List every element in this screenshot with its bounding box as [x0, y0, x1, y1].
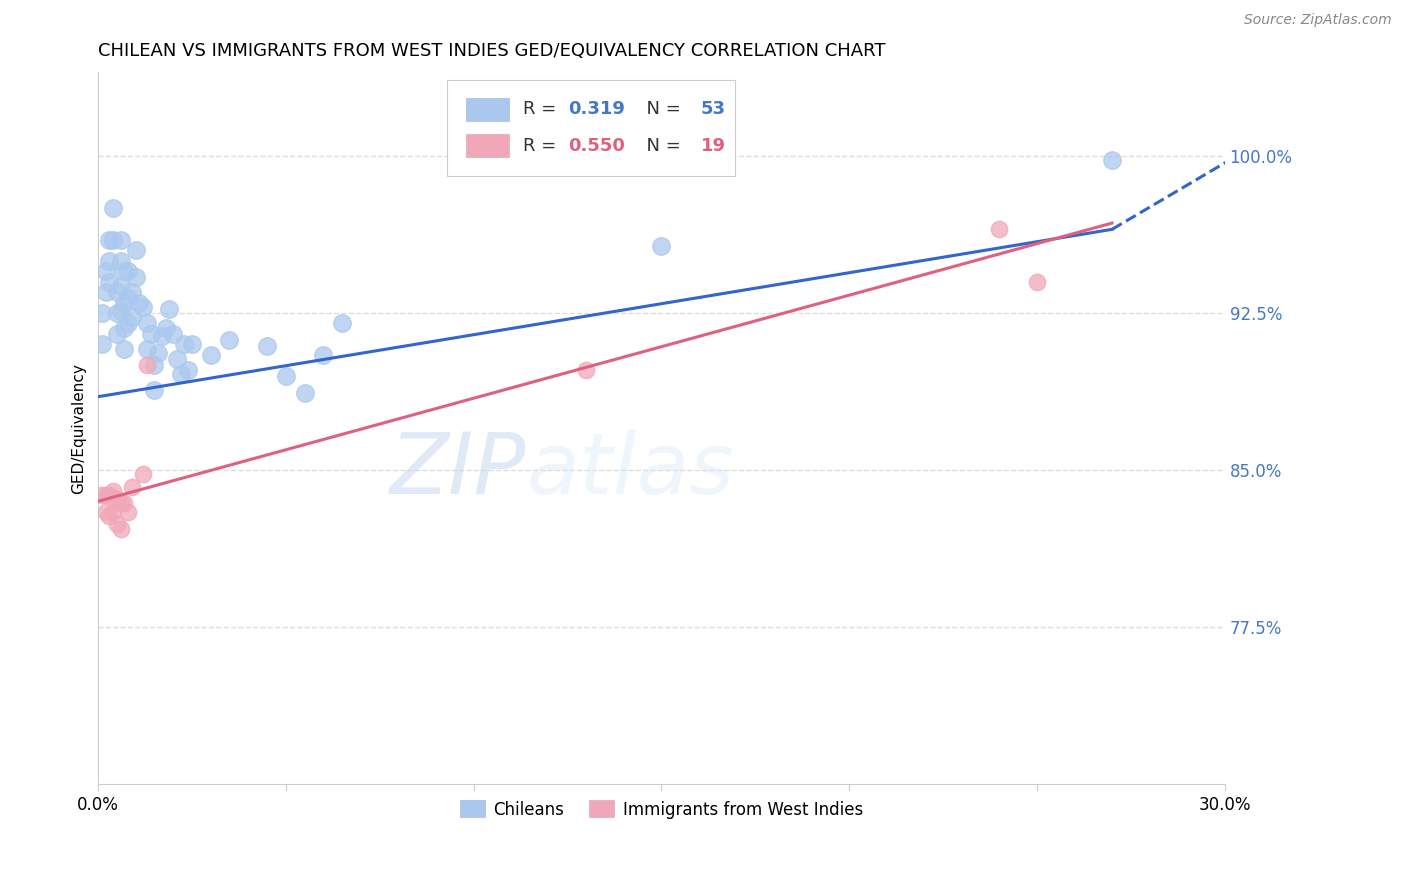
Point: [112, 264, 135, 278]
Point: [105, 285, 128, 299]
FancyBboxPatch shape: [447, 79, 734, 176]
Point: [105, 492, 128, 507]
Point: [94, 488, 117, 502]
Point: [135, 342, 157, 356]
Point: [150, 329, 173, 343]
Point: [94, 505, 117, 519]
FancyBboxPatch shape: [467, 98, 509, 121]
Point: [117, 264, 139, 278]
Point: [312, 348, 335, 362]
Point: [94, 285, 117, 299]
Point: [330, 317, 353, 331]
Point: [90, 306, 112, 320]
Point: [146, 345, 169, 359]
Point: [117, 291, 139, 305]
Y-axis label: GED/Equivalency: GED/Equivalency: [72, 363, 86, 493]
Point: [121, 285, 143, 299]
Text: ZIP: ZIP: [389, 429, 526, 512]
Point: [169, 367, 191, 381]
Point: [110, 253, 132, 268]
Text: 19: 19: [700, 136, 725, 154]
Point: [101, 202, 124, 216]
Point: [117, 317, 139, 331]
Point: [110, 278, 132, 293]
Point: [110, 496, 132, 510]
Point: [256, 339, 278, 353]
Point: [143, 359, 166, 373]
Point: [166, 352, 188, 367]
Point: [143, 384, 166, 398]
Text: 53: 53: [700, 101, 725, 119]
Point: [124, 244, 146, 258]
Point: [155, 320, 177, 334]
Point: [124, 270, 146, 285]
Point: [112, 320, 135, 334]
Point: [575, 362, 598, 376]
Point: [274, 368, 297, 383]
Text: 0.550: 0.550: [568, 136, 624, 154]
Point: [135, 317, 157, 331]
Point: [98, 275, 121, 289]
Text: 0.319: 0.319: [568, 101, 624, 119]
FancyBboxPatch shape: [467, 134, 509, 157]
Point: [112, 342, 135, 356]
Point: [173, 337, 195, 351]
Text: R =: R =: [523, 136, 562, 154]
Point: [98, 508, 121, 523]
Point: [988, 222, 1011, 236]
Point: [98, 233, 121, 247]
Point: [112, 496, 135, 510]
Text: R =: R =: [523, 101, 562, 119]
Text: atlas: atlas: [526, 429, 734, 512]
Point: [105, 306, 128, 320]
Point: [650, 239, 672, 253]
Point: [132, 467, 155, 482]
Point: [112, 295, 135, 310]
Point: [110, 521, 132, 535]
Text: Source: ZipAtlas.com: Source: ZipAtlas.com: [1244, 13, 1392, 28]
Point: [128, 295, 150, 310]
Text: N =: N =: [636, 136, 688, 154]
Point: [101, 233, 124, 247]
Point: [90, 488, 112, 502]
Point: [117, 505, 139, 519]
Point: [121, 310, 143, 325]
Legend: Chileans, Immigrants from West Indies: Chileans, Immigrants from West Indies: [453, 794, 869, 825]
Point: [110, 233, 132, 247]
Point: [218, 333, 240, 347]
Point: [110, 304, 132, 318]
Point: [98, 253, 121, 268]
Point: [157, 301, 180, 316]
Point: [98, 488, 121, 502]
Point: [105, 326, 128, 341]
Point: [90, 337, 112, 351]
Point: [177, 362, 200, 376]
Point: [135, 359, 157, 373]
Point: [1101, 153, 1123, 168]
Text: CHILEAN VS IMMIGRANTS FROM WEST INDIES GED/EQUIVALENCY CORRELATION CHART: CHILEAN VS IMMIGRANTS FROM WEST INDIES G…: [98, 42, 886, 60]
Point: [1026, 275, 1049, 289]
Point: [105, 517, 128, 532]
Point: [139, 326, 162, 341]
Point: [121, 480, 143, 494]
Point: [294, 385, 316, 400]
Point: [181, 337, 204, 351]
Point: [94, 264, 117, 278]
Point: [101, 505, 124, 519]
Point: [162, 326, 184, 341]
Point: [200, 348, 222, 362]
Point: [101, 483, 124, 498]
Point: [132, 300, 155, 314]
Text: N =: N =: [636, 101, 688, 119]
